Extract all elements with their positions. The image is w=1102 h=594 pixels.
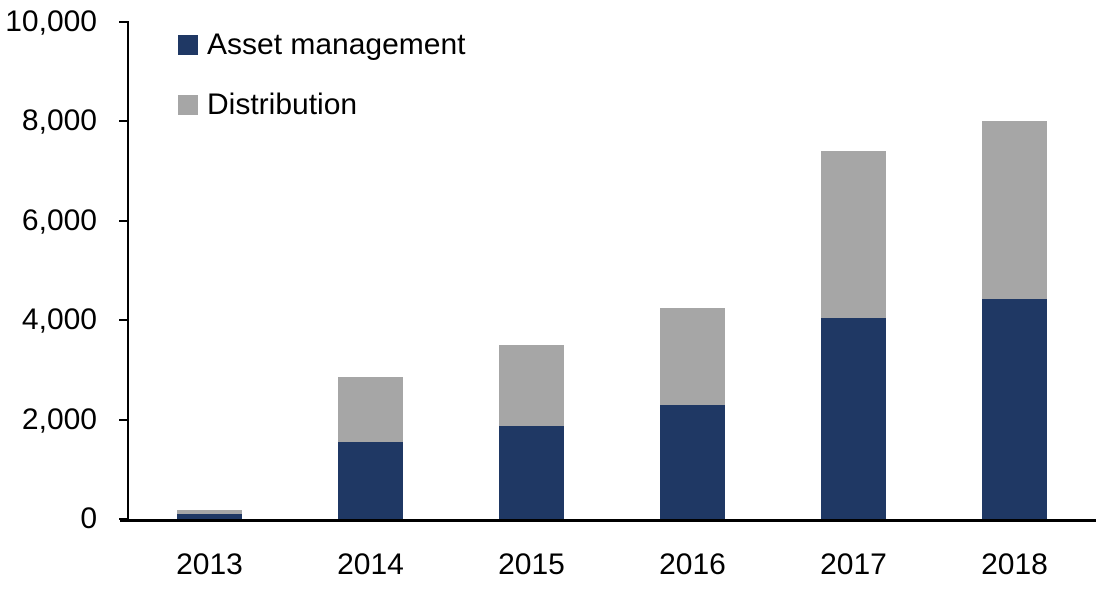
x-axis-line — [120, 519, 1096, 522]
legend-item-distribution: Distribution — [178, 89, 357, 121]
x-axis-tick-label-2014: 2014 — [337, 548, 404, 581]
asset-management-swatch-icon — [178, 35, 198, 55]
distribution-swatch-icon — [178, 95, 198, 115]
bar-segment-2014-asset-management — [338, 441, 403, 519]
bar-segment-2018-asset-management — [982, 299, 1047, 519]
x-axis-tick-label-2015: 2015 — [498, 548, 565, 581]
bar-segment-2017-asset-management — [821, 318, 886, 519]
x-axis-tick-label-2016: 2016 — [659, 548, 726, 581]
legend-label-asset-management: Asset management — [207, 28, 466, 61]
y-axis-tick-label: 10,000 — [5, 5, 97, 38]
y-axis-tick-label: 6,000 — [21, 203, 97, 237]
y-axis-tick-label: 4,000 — [21, 303, 97, 337]
bar-segment-2015-asset-management — [499, 426, 564, 519]
y-axis-tick-label: 8,000 — [21, 104, 97, 138]
bar-segment-2013-distribution — [177, 510, 242, 515]
y-axis-tick — [119, 319, 129, 322]
y-axis-tick — [119, 219, 129, 222]
x-axis-tick-label-2018: 2018 — [981, 548, 1048, 581]
y-axis-tick — [119, 418, 129, 421]
x-axis-tick-label-2013: 2013 — [176, 548, 243, 581]
y-axis-tick-label: 0 — [80, 502, 97, 535]
bar-segment-2016-asset-management — [660, 405, 725, 519]
y-axis-tick — [119, 21, 129, 23]
legend-label-distribution: Distribution — [207, 88, 358, 121]
x-axis-tick-label-2017: 2017 — [820, 548, 887, 581]
bar-segment-2013-asset-management — [177, 514, 242, 519]
y-axis-line — [127, 22, 129, 519]
plot-area — [129, 22, 1095, 519]
bar-segment-2018-distribution — [982, 121, 1047, 300]
y-axis-tick — [119, 120, 129, 123]
bar-segment-2017-distribution — [821, 151, 886, 319]
bar-segment-2015-distribution — [499, 345, 564, 427]
legend-item-asset-management: Asset management — [178, 29, 465, 61]
bar-segment-2016-distribution — [660, 308, 725, 406]
bar-segment-2014-distribution — [338, 376, 403, 442]
y-axis-tick-label: 2,000 — [21, 402, 97, 436]
